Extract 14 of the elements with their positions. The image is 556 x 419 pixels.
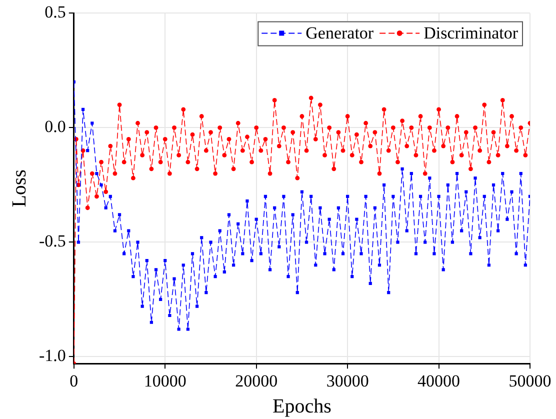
legend-label: Discriminator: [424, 24, 518, 43]
x-tick-label: 30000: [326, 371, 369, 390]
legend-label: Generator: [306, 24, 374, 43]
x-tick-label: 40000: [418, 371, 460, 390]
x-axis-title: Epochs: [272, 395, 332, 418]
y-tick-label: 0.5: [44, 2, 66, 22]
x-tick-label: 50000: [508, 371, 552, 390]
x-tick-label: 10000: [144, 371, 186, 390]
x-tick-label: 20000: [235, 371, 278, 390]
y-tick-label: 0.0: [44, 117, 66, 136]
x-tick-label: 0: [70, 371, 78, 390]
y-tick-label: -1.0: [38, 346, 66, 366]
y-axis-title: Loss: [8, 169, 30, 208]
y-tick-label: -0.5: [38, 232, 66, 251]
